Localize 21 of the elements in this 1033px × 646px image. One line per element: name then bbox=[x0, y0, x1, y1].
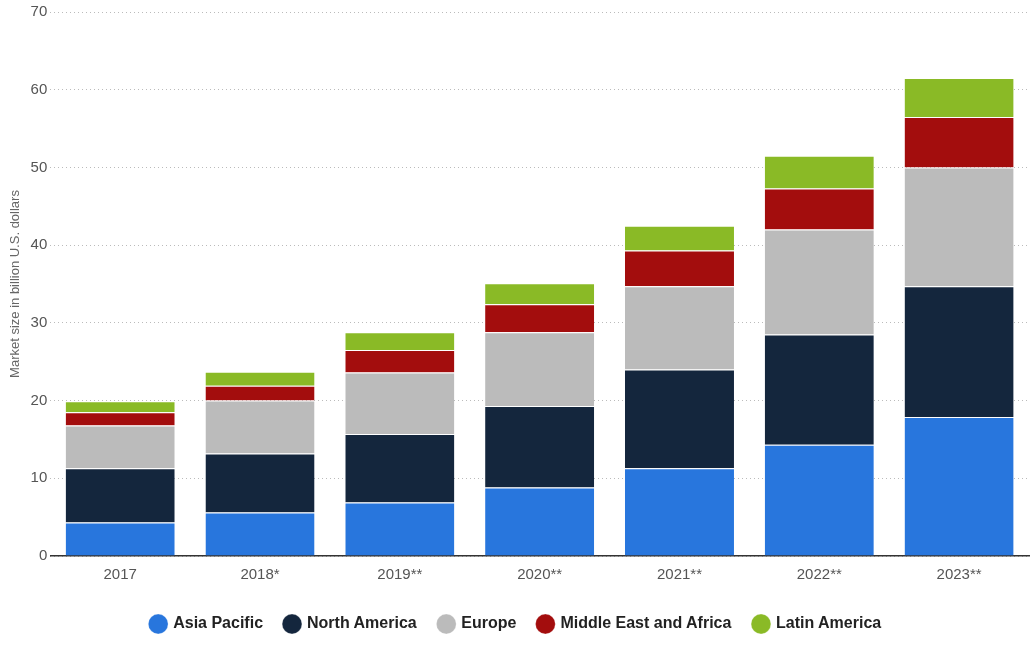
x-tick-label: 2022** bbox=[796, 565, 842, 583]
y-axis-title: Market size in billion U.S. dollars bbox=[7, 189, 23, 378]
y-tick-label: 20 bbox=[30, 390, 48, 408]
y-tick-label: 40 bbox=[30, 235, 48, 253]
x-tick-label: 2021** bbox=[656, 565, 703, 583]
legend-label: North America bbox=[307, 614, 417, 632]
x-tick-label: 2020** bbox=[517, 565, 563, 583]
x-tick-label: 2017 bbox=[103, 565, 137, 583]
legend-label: Latin America bbox=[775, 614, 882, 632]
x-tick-label: 2018* bbox=[240, 565, 280, 583]
legend-label: Asia Pacific bbox=[173, 614, 264, 632]
y-tick-label: 50 bbox=[30, 157, 48, 175]
legend-label: Middle East and Africa bbox=[560, 614, 732, 632]
y-tick-label: 10 bbox=[30, 468, 48, 486]
y-tick-label: 70 bbox=[30, 2, 48, 20]
x-tick-label: 2023** bbox=[936, 565, 982, 583]
y-tick-label: 30 bbox=[30, 313, 48, 330]
y-tick-label: 0 bbox=[38, 546, 48, 564]
x-tick-label: 2019** bbox=[377, 565, 423, 583]
y-tick-label: 60 bbox=[30, 79, 48, 97]
legend-label: Europe bbox=[461, 614, 517, 632]
